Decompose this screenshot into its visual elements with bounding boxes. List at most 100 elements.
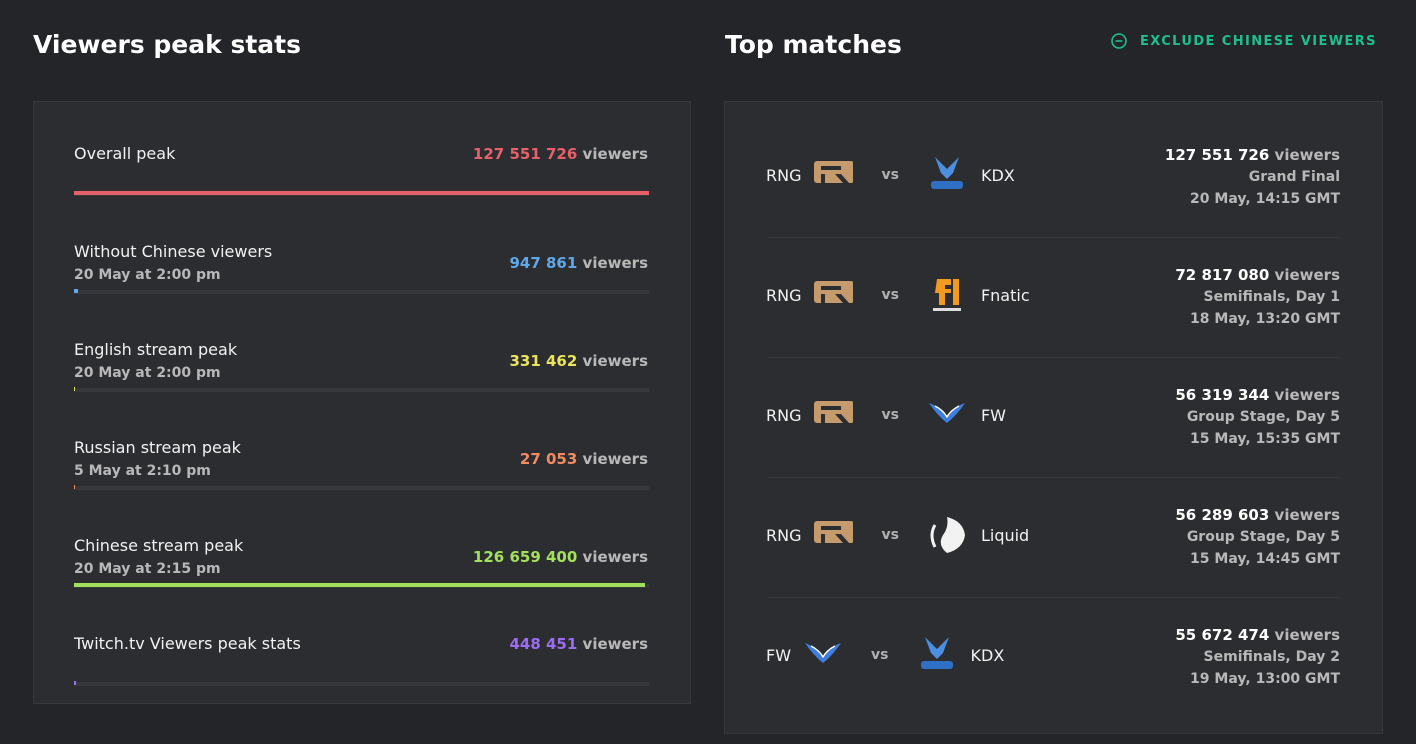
viewers-number: 72 817 080: [1175, 266, 1270, 284]
row-separator: [767, 237, 1340, 238]
viewers-unit: viewers: [1274, 626, 1340, 644]
value-unit: viewers: [582, 450, 648, 468]
matches-title: Top matches: [725, 30, 902, 59]
stat-value: 126 659 400 viewers: [473, 548, 648, 566]
team-logo: [920, 637, 953, 669]
value-unit: viewers: [582, 145, 648, 163]
stat-label: Russian stream peak: [74, 438, 241, 457]
value-number: 126 659 400: [472, 548, 578, 566]
bar-track: [74, 388, 649, 392]
toggle-label: EXCLUDE CHINESE VIEWERS: [1140, 33, 1377, 49]
team-name: KDX: [970, 645, 1005, 665]
match-teams: RNG vs FW: [766, 395, 1006, 435]
value-number: 448 451: [509, 635, 578, 653]
stat-date: 20 May at 2:15 pm: [74, 561, 221, 577]
stat-label: Chinese stream peak: [74, 536, 244, 555]
match-viewers: 127 551 726 viewers: [1165, 146, 1340, 164]
vs-label: vs: [871, 647, 889, 663]
stat-label: Without Chinese viewers: [74, 242, 273, 261]
exclude-toggle[interactable]: EXCLUDE CHINESE VIEWERS: [1110, 32, 1377, 50]
team-name: KDX: [980, 165, 1015, 185]
match-stage: Group Stage, Day 5: [1186, 529, 1340, 545]
stat-value: 331 462 viewers: [509, 352, 648, 370]
match-viewers: 72 817 080 viewers: [1175, 266, 1340, 284]
stat-value: 947 861 viewers: [509, 254, 648, 272]
viewers-number: 127 551 726: [1164, 146, 1270, 164]
match-viewers: 55 672 474 viewers: [1175, 626, 1340, 644]
value-number: 127 551 726: [472, 145, 578, 163]
bar-track: [74, 290, 649, 294]
team-logo: [932, 279, 961, 311]
match-date: 15 May, 14:45 GMT: [1190, 551, 1340, 567]
viewers-unit: viewers: [1274, 146, 1340, 164]
stat-value: 27 053 viewers: [520, 450, 648, 468]
toggle-icon: [1111, 33, 1127, 49]
match-stage: Semifinals, Day 1: [1203, 289, 1340, 305]
viewers-unit: viewers: [1274, 386, 1340, 404]
bar-fill: [74, 681, 77, 685]
value-unit: viewers: [582, 635, 648, 653]
viewers-unit: viewers: [1274, 266, 1340, 284]
team-logo: [805, 643, 842, 663]
stats-title: Viewers peak stats: [33, 30, 301, 59]
row-separator: [767, 597, 1340, 598]
stat-label: Overall peak: [74, 144, 176, 163]
row-separator: [767, 357, 1340, 358]
match-date: 20 May, 14:15 GMT: [1190, 191, 1340, 207]
row-separator: [767, 477, 1340, 478]
stats-panel: [33, 101, 691, 704]
team-logo: [814, 401, 854, 423]
value-number: 947 861: [509, 254, 578, 272]
value-number: 27 053: [519, 450, 578, 468]
vs-label: vs: [881, 407, 899, 423]
match-date: 18 May, 13:20 GMT: [1190, 311, 1340, 327]
match-teams: RNG vs Liquid: [766, 515, 1029, 555]
value-unit: viewers: [582, 352, 648, 370]
value-number: 331 462: [509, 352, 578, 370]
bar-fill: [74, 387, 76, 391]
team-name: FW: [980, 405, 1006, 425]
team-logo: [930, 157, 963, 189]
match-viewers: 56 289 603 viewers: [1175, 506, 1340, 524]
stat-value: 127 551 726 viewers: [473, 145, 648, 163]
team-name: Liquid: [980, 525, 1030, 545]
match-viewers: 56 319 344 viewers: [1175, 386, 1340, 404]
viewers-number: 55 672 474: [1175, 626, 1270, 644]
bar-track: [74, 682, 649, 686]
team-name: FW: [766, 645, 792, 665]
match-stage: Group Stage, Day 5: [1186, 409, 1340, 425]
match-teams: FW vs KDX: [766, 635, 1004, 675]
vs-label: vs: [881, 167, 899, 183]
team-name: RNG: [766, 525, 802, 545]
bar-track: [74, 486, 649, 490]
team-logo: [814, 281, 854, 303]
viewers-unit: viewers: [1274, 506, 1340, 524]
vs-label: vs: [881, 287, 899, 303]
match-date: 15 May, 15:35 GMT: [1190, 431, 1340, 447]
bar-fill: [74, 289, 79, 293]
match-date: 19 May, 13:00 GMT: [1190, 671, 1340, 687]
team-name: RNG: [766, 405, 802, 425]
stat-date: 5 May at 2:10 pm: [74, 463, 211, 479]
match-teams: RNG vs Fnatic: [766, 275, 1030, 315]
stat-value: 448 451 viewers: [509, 635, 648, 653]
stat-label: English stream peak: [74, 340, 238, 359]
bar-fill: [74, 191, 649, 195]
team-name: Fnatic: [980, 285, 1030, 305]
bar-fill: [74, 583, 645, 587]
stat-label: Twitch.tv Viewers peak stats: [74, 634, 301, 653]
stat-date: 20 May at 2:00 pm: [74, 365, 221, 381]
value-unit: viewers: [582, 254, 648, 272]
match-stage: Grand Final: [1248, 169, 1340, 185]
stat-date: 20 May at 2:00 pm: [74, 267, 221, 283]
match-teams: RNG vs KDX: [766, 155, 1015, 195]
team-logo: [928, 403, 965, 423]
team-logo: [814, 161, 854, 183]
team-name: RNG: [766, 165, 802, 185]
viewers-number: 56 319 344: [1175, 386, 1270, 404]
value-unit: viewers: [582, 548, 648, 566]
team-name: RNG: [766, 285, 802, 305]
match-stage: Semifinals, Day 2: [1203, 649, 1340, 665]
team-logo: [814, 521, 854, 543]
